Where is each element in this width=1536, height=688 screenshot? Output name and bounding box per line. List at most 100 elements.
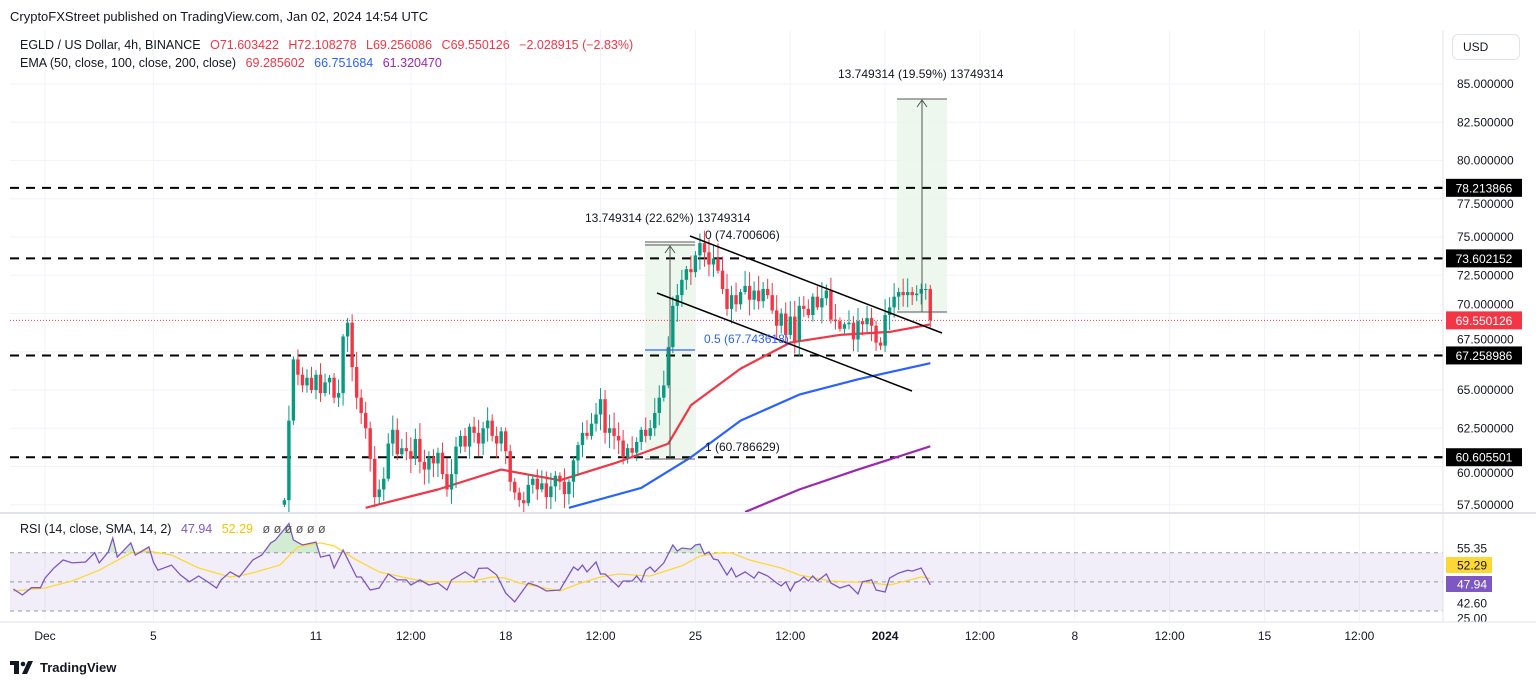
candle-body [544,483,549,498]
candle [707,239,711,277]
close-value: C69.550126 [441,38,510,52]
candle-body [919,289,923,294]
candle [838,317,842,332]
candle [350,314,354,382]
candle [662,370,666,402]
candle [720,256,725,295]
candle [779,308,783,334]
candle [517,487,521,507]
ema100-line [568,362,931,509]
candle [418,423,422,474]
candle [878,337,883,351]
candle [594,402,598,432]
candle-body [287,420,291,501]
candle [833,303,838,330]
candle [549,472,553,510]
ema-legend[interactable]: EMA (50, close, 100, close, 200, close) … [20,56,448,70]
candle-body [734,295,738,305]
candle-body [472,426,476,433]
candle-body [698,243,702,256]
candle [377,479,381,505]
candle-body [314,374,318,390]
price-tick-label: 80.000000 [1457,154,1514,168]
candle [526,474,530,507]
candle [463,428,467,452]
candle [634,437,639,461]
candle-body [589,423,594,436]
footer[interactable]: TradingView [10,660,116,675]
candle [775,295,779,340]
candle [716,243,720,274]
ema50-line [365,323,931,509]
rsi-value: 47.94 [180,522,213,536]
candle-body [644,429,648,436]
candle [282,497,287,508]
candle [445,458,449,497]
candle-body [363,412,368,429]
candle [309,366,314,394]
candle-body [883,315,887,346]
open-value: O71.603422 [210,38,279,52]
level-price-tag: 73.602152 [1456,252,1513,266]
candle [535,469,540,500]
candle [544,471,549,509]
candle-body [395,429,399,455]
candle [436,447,440,478]
candle [765,278,770,299]
candle-body [860,321,865,325]
candle [842,321,847,334]
candle-body [829,290,833,320]
candle [860,317,865,336]
last-price-tag: 69.550126 [1456,314,1513,328]
published-caption: CryptoFXStreet published on TradingView.… [10,9,429,24]
candle [666,336,670,389]
rsi-legend[interactable]: RSI (14, close, SMA, 14, 2) 47.94 52.29 … [20,522,332,536]
ema50-value: 69.285602 [245,56,305,70]
level-price-tag: 67.258986 [1456,349,1513,363]
time-tick-label: 12:00 [965,629,995,643]
candle [318,363,323,402]
candle-body [842,324,847,329]
candle-body [684,269,689,280]
candle [508,444,512,492]
candle [644,417,648,443]
candle [738,288,743,310]
candle [820,282,824,324]
candle-body [373,458,377,498]
candle-body [445,474,449,490]
candle-body [833,319,838,322]
time-tick-label: 11 [310,629,323,643]
candle [603,390,607,444]
candle-body [526,484,530,504]
candle [499,427,503,452]
candle-body [598,399,603,415]
candle-body [517,492,521,501]
candle-body [494,435,499,444]
currency-button[interactable]: USD [1452,34,1520,60]
candle-body [910,292,914,296]
candle-body [765,289,770,296]
candle-body [887,307,892,316]
ema-label: EMA (50, close, 100, close, 200, close) [20,56,237,70]
candle [485,407,490,442]
candle [915,285,919,302]
time-tick-label: 5 [150,629,157,643]
level-price-tag-bg [1446,249,1522,268]
candle [341,334,345,406]
candle [684,265,689,290]
candle-body [485,420,490,429]
candle-body [612,428,616,436]
candle-body [793,316,797,342]
candle [811,293,815,322]
candle [865,305,869,333]
candle [323,373,327,397]
annotations[interactable]: 13.749314 (22.62%) 13749314 13.749314 (1… [585,67,1004,460]
candle-body [874,325,878,343]
candle [829,277,833,324]
candle [734,282,738,312]
candle [680,269,684,307]
candle-body [531,478,535,485]
candle-body [851,322,856,340]
